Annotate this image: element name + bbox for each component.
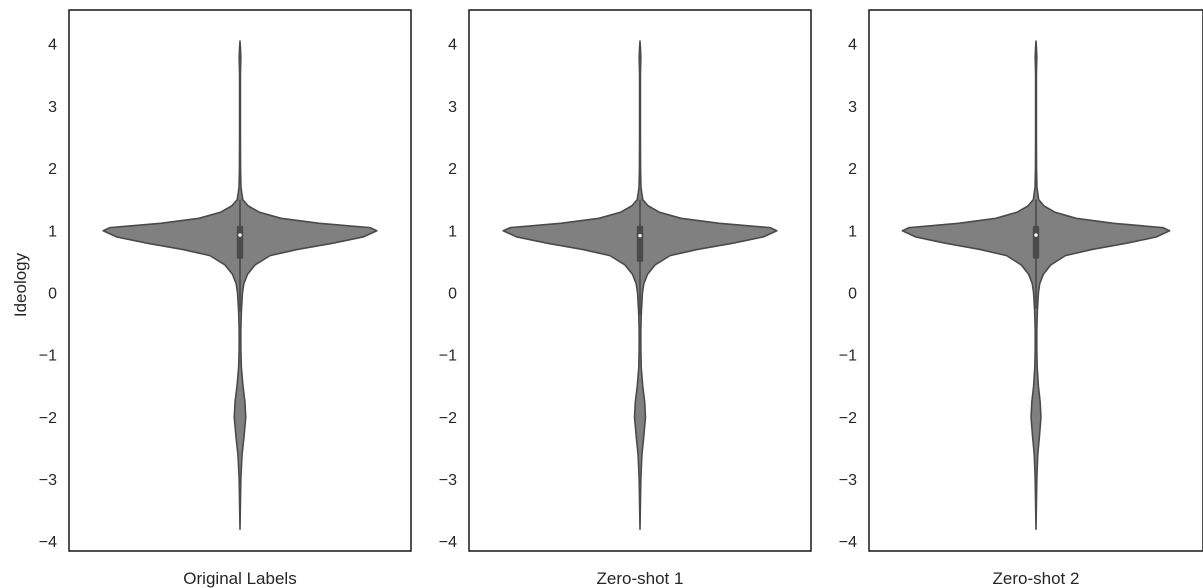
y-tick-label: 1 <box>48 223 57 240</box>
y-tick-label: −4 <box>839 534 857 551</box>
y-tick-label: 0 <box>48 285 57 302</box>
y-tick-label: 4 <box>848 37 857 54</box>
violin-iqr-box-2 <box>636 225 644 262</box>
y-tick-label: −3 <box>439 472 457 489</box>
y-tick-label: −3 <box>39 472 57 489</box>
violin-iqr-box-3 <box>1032 225 1040 259</box>
y-axis-label: Ideology <box>11 252 30 317</box>
violin-iqr-box-1 <box>236 225 244 259</box>
y-tick-label: −4 <box>39 534 57 551</box>
y-tick-label: 2 <box>48 161 57 178</box>
y-tick-label: −2 <box>39 410 57 427</box>
x-category-label-1: Original Labels <box>183 569 296 588</box>
y-tick-label: 3 <box>48 99 57 116</box>
axes-frame-1 <box>68 9 412 552</box>
y-tick-label: −4 <box>439 534 457 551</box>
y-tick-label: −1 <box>839 348 857 365</box>
axes-frame-2 <box>468 9 812 552</box>
y-tick-label: −2 <box>839 410 857 427</box>
y-tick-label: 3 <box>448 99 457 116</box>
axes-frame-3 <box>868 9 1203 552</box>
y-tick-label: 4 <box>448 37 457 54</box>
violin-median-3 <box>1034 233 1038 237</box>
y-tick-label: 2 <box>848 161 857 178</box>
x-category-label-3: Zero-shot 2 <box>993 569 1080 588</box>
y-tick-label: 0 <box>448 285 457 302</box>
y-tick-label: 0 <box>848 285 857 302</box>
y-tick-label: 1 <box>448 223 457 240</box>
y-tick-label: −1 <box>39 348 57 365</box>
y-tick-label: −3 <box>839 472 857 489</box>
y-tick-label: 3 <box>848 99 857 116</box>
y-tick-label: 4 <box>48 37 57 54</box>
violin-median-1 <box>238 233 242 237</box>
y-tick-label: −1 <box>439 348 457 365</box>
x-category-label-2: Zero-shot 1 <box>597 569 684 588</box>
y-tick-label: 2 <box>448 161 457 178</box>
y-tick-label: −2 <box>439 410 457 427</box>
y-tick-label: 1 <box>848 223 857 240</box>
violin-median-2 <box>638 234 642 238</box>
